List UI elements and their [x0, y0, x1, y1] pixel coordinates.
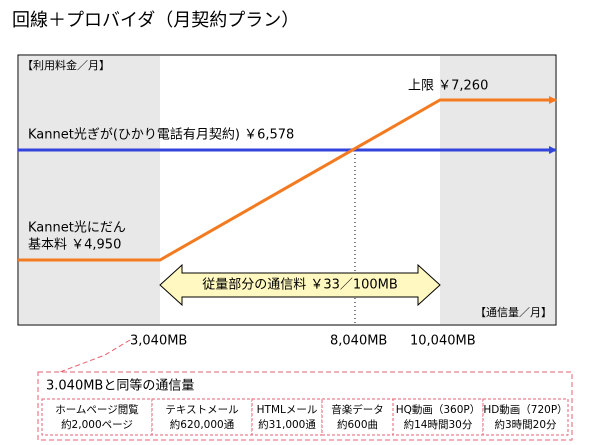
- cell-amount: 約31,000通: [258, 418, 316, 431]
- cell-name: HQ動画（360P）: [396, 403, 481, 416]
- cell-name: ホームページ閲覧: [55, 403, 139, 416]
- x-axis-label: 【通信量／月】: [475, 306, 552, 319]
- metered-arrow: [159, 263, 441, 307]
- cell-name: HD動画（720P）: [483, 403, 567, 416]
- callout-title: 3.040MBと同等の通信量: [46, 378, 194, 394]
- flat-line-label: Kannet光ぎが(ひかり電話有月契約) ￥6,578: [28, 127, 294, 143]
- y-axis-label: 【利用料金／月】: [22, 58, 110, 72]
- cell-name: HTMLメール: [257, 404, 318, 416]
- callout-pointer: [59, 339, 131, 373]
- x-label: 10,040MB: [410, 334, 476, 349]
- shade-left: [19, 56, 160, 324]
- cell-name: 音楽データ: [331, 403, 384, 416]
- x-label: 8,040MB: [330, 334, 387, 349]
- metered-line: [18, 96, 557, 262]
- callout-cell: [482, 398, 569, 436]
- cell-name: テキストメール: [165, 404, 238, 416]
- callout-cell: [151, 398, 253, 436]
- metered-label: 従量部分の通信料 ￥33／100MB: [202, 278, 398, 293]
- callout-cell: [321, 398, 394, 436]
- cell-amount: 約600曲: [337, 418, 378, 431]
- base-label: 基本料 ￥4,950: [28, 238, 121, 253]
- base-label: Kannet光にだん: [28, 221, 126, 236]
- x-label: 3,040MB: [130, 334, 187, 349]
- cell-amount: 約3時間20分: [494, 418, 557, 431]
- title: 回線＋プロバイダ（月契約プラン）: [12, 10, 299, 31]
- cell-amount: 約2,000ページ: [61, 418, 133, 431]
- cell-amount: 約620,000通: [170, 418, 235, 431]
- shade-right: [440, 56, 555, 324]
- cap-label: 上限 ￥7,260: [408, 79, 488, 94]
- cell-amount: 約14時間30分: [404, 418, 473, 431]
